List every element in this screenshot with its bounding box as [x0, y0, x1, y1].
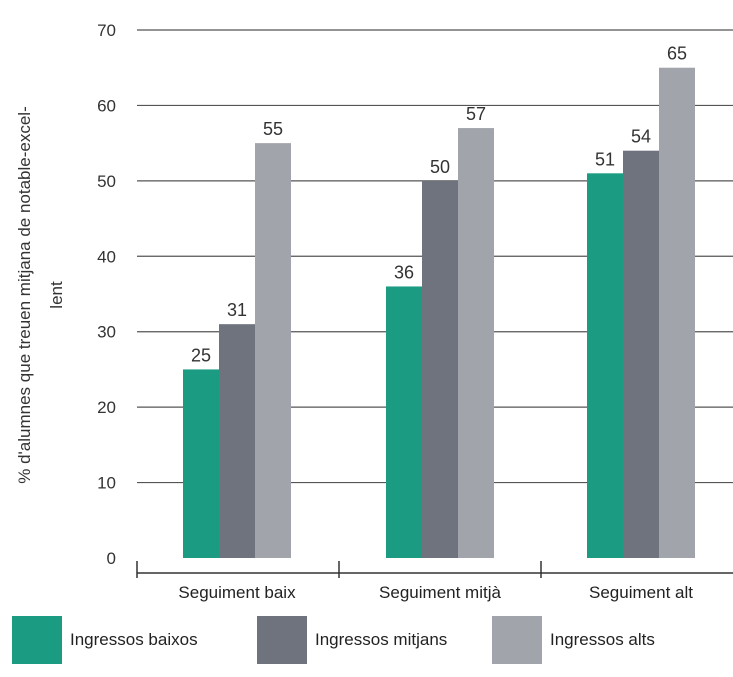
y-axis-ticks: 0 10 20 30 40 50 60 70 — [97, 21, 116, 568]
data-label: 55 — [263, 119, 283, 139]
bar — [623, 150, 659, 558]
data-label: 51 — [595, 149, 615, 169]
data-label: 25 — [191, 345, 211, 365]
bar — [659, 67, 695, 558]
bar — [183, 369, 219, 558]
bars: 25 31 55 36 50 57 51 54 65 — [183, 44, 695, 559]
legend-label: Ingressos baixos — [70, 630, 198, 649]
y-tick-label: 60 — [97, 96, 116, 115]
data-label: 65 — [667, 44, 687, 64]
data-label: 31 — [227, 300, 247, 320]
legend-item: Ingressos alts — [492, 616, 655, 664]
y-tick-label: 0 — [107, 549, 116, 568]
bar-chart: 0 10 20 30 40 50 60 70 % d'alumnes que treuen m… — [15, 21, 733, 602]
y-axis-label-line: % d'alumnes que treuen mitjana de notabl… — [15, 106, 34, 483]
legend-swatch — [257, 616, 307, 664]
y-tick-label: 30 — [97, 323, 116, 342]
x-axis: Seguiment baix Seguiment mitjà Seguiment a… — [136, 561, 733, 602]
bar — [255, 143, 291, 558]
legend-label: Ingressos mitjans — [315, 630, 448, 649]
data-label: 57 — [466, 104, 486, 124]
legend: Ingressos baixos Ingressos mitjans Ingress… — [0, 616, 733, 666]
legend-item: Ingressos mitjans — [257, 616, 447, 664]
bar — [587, 173, 623, 559]
y-tick-label: 50 — [97, 172, 116, 191]
y-tick-label: 10 — [97, 474, 116, 493]
y-tick-label: 40 — [97, 247, 116, 266]
y-axis-label: % d'alumnes que treuen mitjana de notabl… — [15, 106, 66, 483]
data-label: 54 — [631, 127, 651, 147]
bar — [219, 324, 255, 558]
y-tick-label: 20 — [97, 398, 116, 417]
y-axis-label-line: lent — [47, 281, 66, 309]
bar — [422, 180, 458, 558]
bar — [458, 128, 494, 559]
legend-item: Ingressos baixos — [12, 616, 198, 664]
x-category-label: Seguiment alt — [589, 583, 693, 602]
legend-swatch — [492, 616, 542, 664]
x-category-label: Seguiment baix — [178, 583, 296, 602]
legend-label: Ingressos alts — [550, 630, 655, 649]
data-label: 36 — [394, 262, 414, 282]
bar — [386, 286, 422, 558]
legend-swatch — [12, 616, 62, 664]
y-tick-label: 70 — [97, 21, 116, 40]
x-category-label: Seguiment mitjà — [379, 583, 501, 602]
data-label: 50 — [430, 157, 450, 177]
